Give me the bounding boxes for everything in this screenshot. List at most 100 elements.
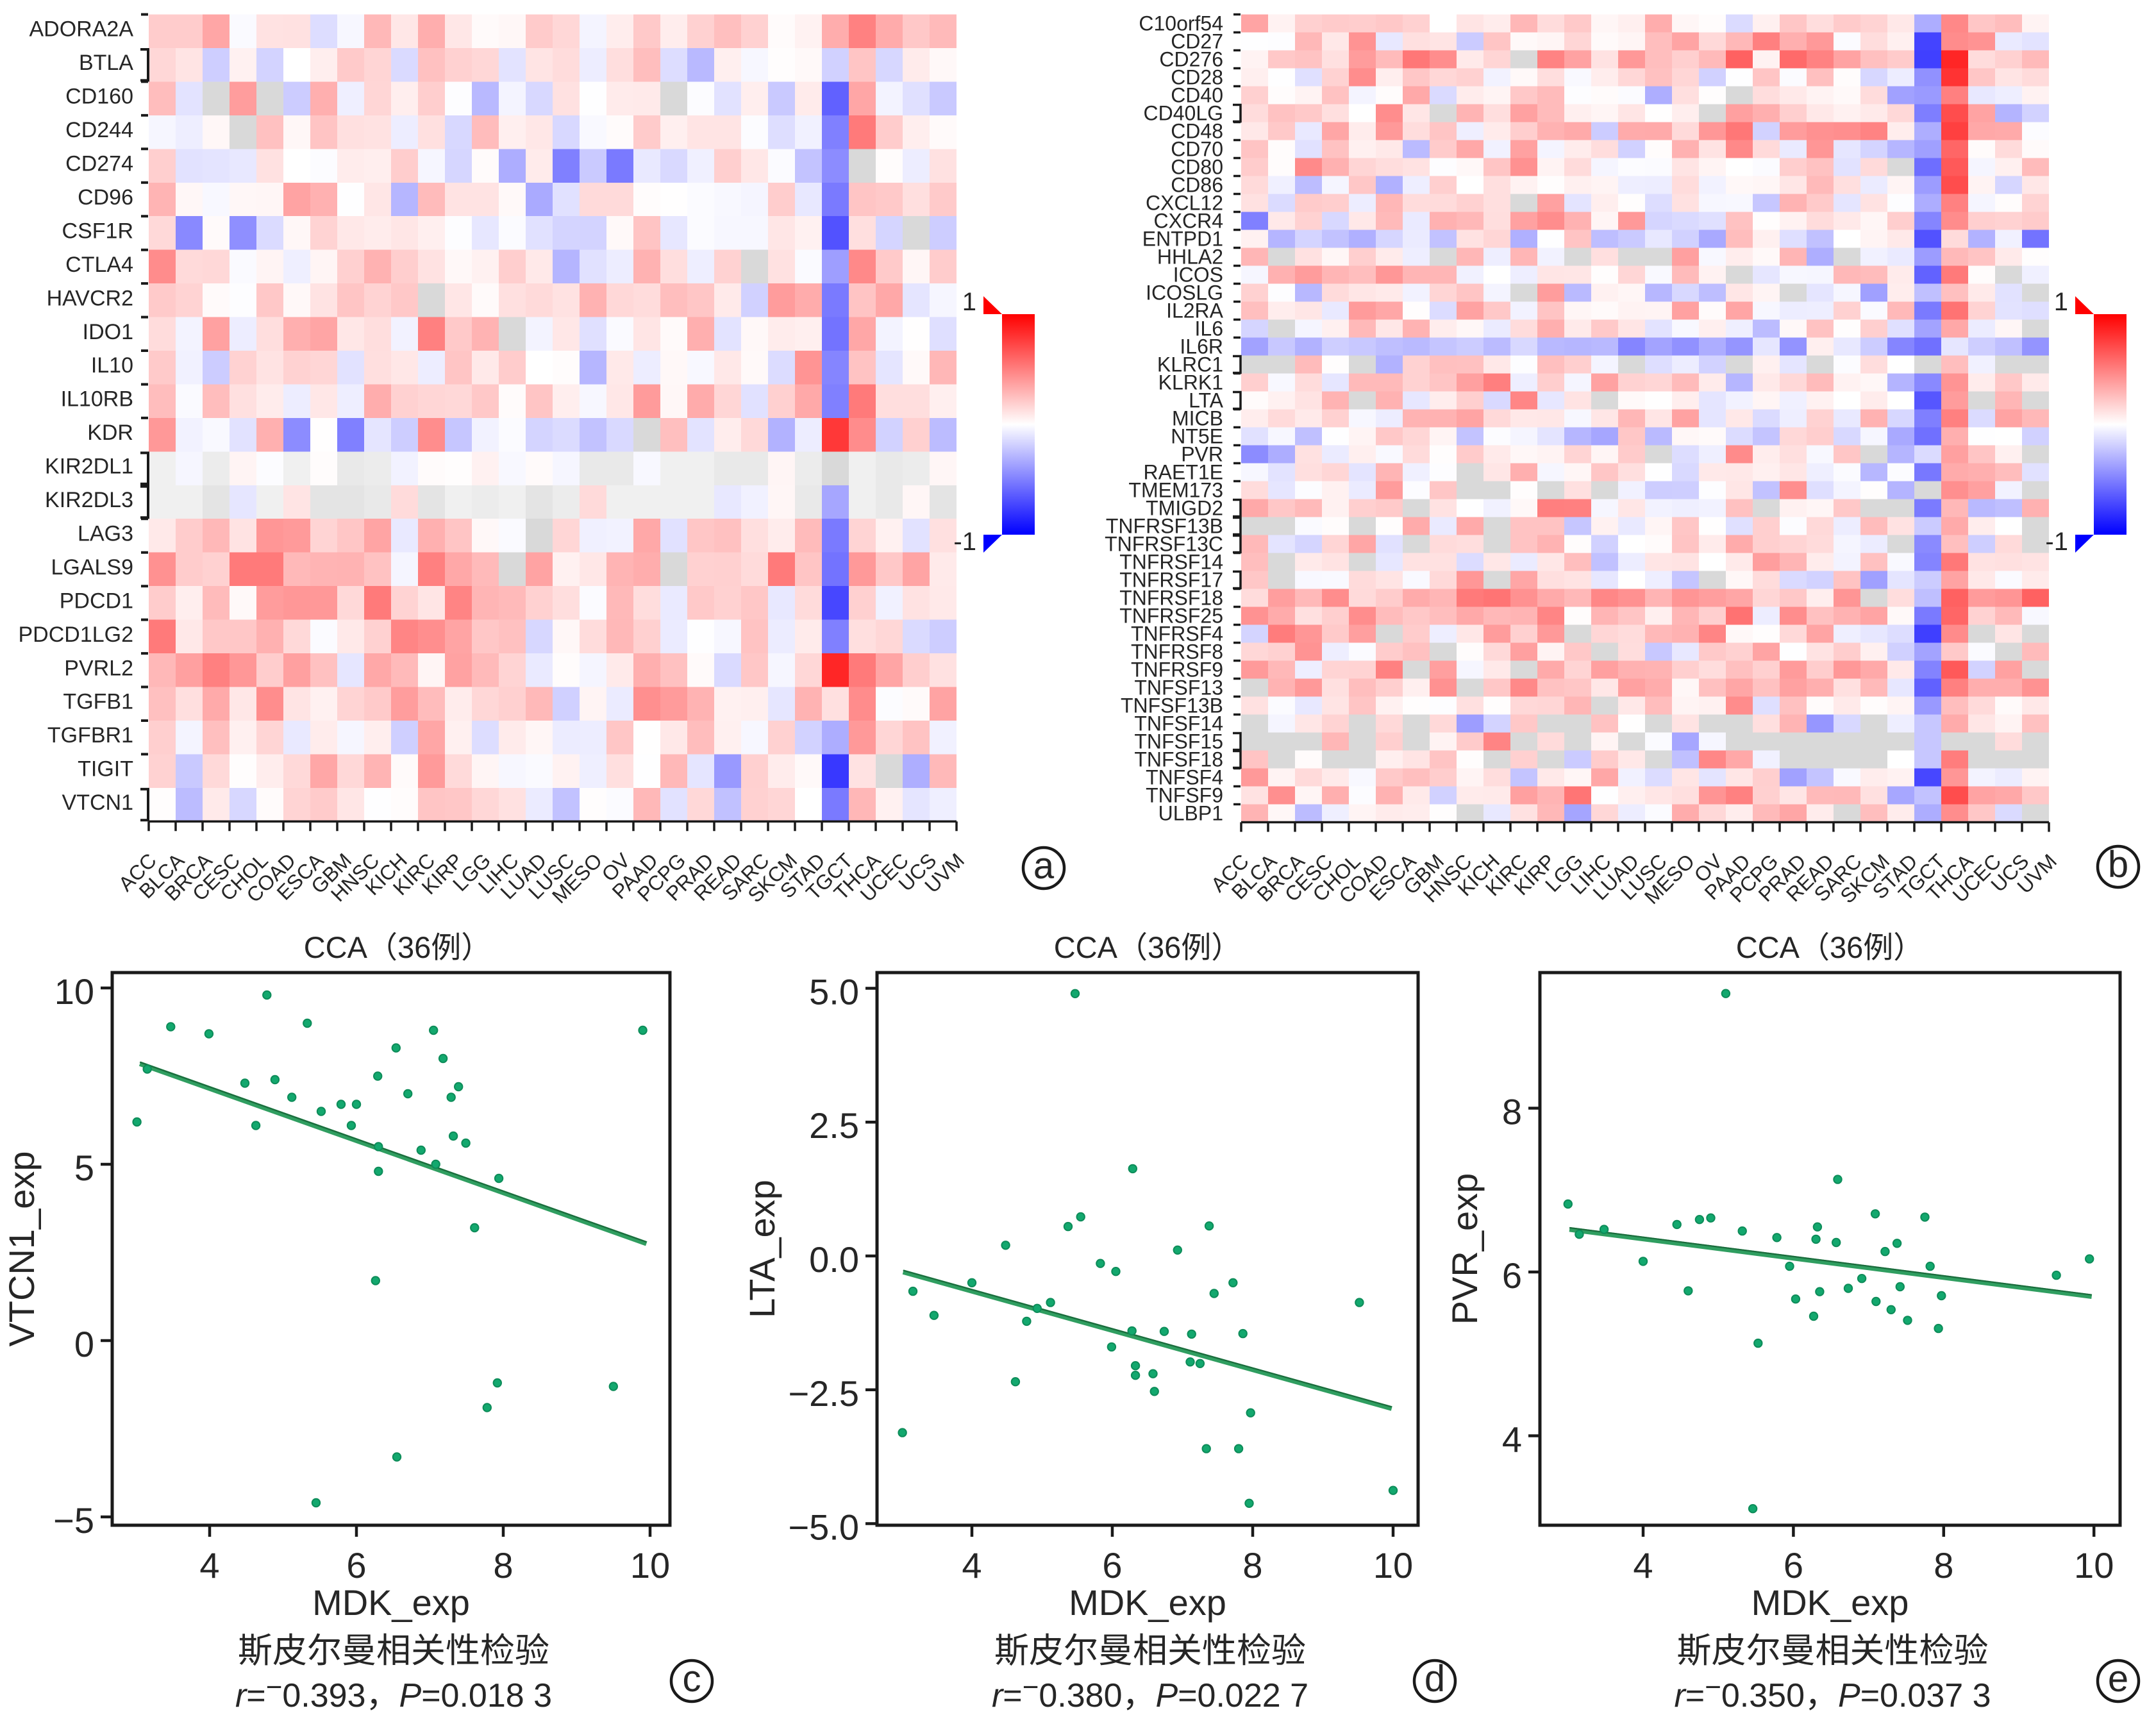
svg-text:−: − (266, 1671, 283, 1703)
svg-text:5.0: 5.0 (809, 972, 859, 1012)
svg-text:=0.037 3: =0.037 3 (1860, 1677, 1991, 1714)
svg-text:HHLA2: HHLA2 (1157, 246, 1223, 269)
svg-text:−: − (1705, 1671, 1721, 1703)
svg-text:IL6: IL6 (1195, 317, 1223, 340)
svg-text:PVR: PVR (1181, 443, 1223, 466)
svg-text:5: 5 (74, 1148, 94, 1188)
svg-text:b: b (2108, 844, 2128, 885)
svg-text:36: 36 (397, 930, 431, 964)
svg-text:ADORA2A: ADORA2A (29, 17, 134, 42)
svg-text:36: 36 (1148, 930, 1181, 964)
svg-text:10: 10 (630, 1545, 670, 1585)
svg-text:d: d (1425, 1658, 1445, 1700)
svg-text:8: 8 (1502, 1092, 1522, 1132)
svg-text:HAVCR2: HAVCR2 (47, 286, 133, 310)
svg-text:r: r (1675, 1677, 1687, 1714)
svg-text:0.393: 0.393 (282, 1677, 365, 1714)
svg-text:IL2RA: IL2RA (1166, 299, 1224, 322)
svg-text:BTLA: BTLA (79, 51, 133, 75)
svg-text:r: r (235, 1677, 248, 1714)
svg-text:=0.022 7: =0.022 7 (1178, 1677, 1308, 1714)
svg-text:CD276: CD276 (1159, 48, 1223, 71)
svg-text:PVRL2: PVRL2 (64, 656, 133, 680)
svg-text:CD86: CD86 (1171, 174, 1223, 197)
svg-text:TNFRSF9: TNFRSF9 (1131, 658, 1223, 682)
svg-text:TNFSF13B: TNFSF13B (1121, 694, 1223, 717)
svg-text:MDK_exp: MDK_exp (1751, 1582, 1909, 1623)
svg-text:VTCN1: VTCN1 (62, 791, 133, 815)
svg-text:CD160: CD160 (65, 85, 133, 109)
svg-text:6: 6 (1102, 1545, 1122, 1585)
svg-text:NT5E: NT5E (1171, 425, 1223, 448)
svg-text:CD96: CD96 (78, 185, 133, 210)
svg-text:8: 8 (493, 1545, 513, 1585)
svg-text:TNFSF14: TNFSF14 (1134, 712, 1223, 735)
svg-text:CD40: CD40 (1171, 84, 1223, 107)
svg-text:TNFRSF14: TNFRSF14 (1119, 551, 1223, 574)
svg-text:8: 8 (1934, 1545, 1953, 1585)
svg-text:PDCD1LG2: PDCD1LG2 (18, 623, 133, 647)
svg-text:0.380: 0.380 (1039, 1677, 1122, 1714)
svg-text:a: a (1033, 845, 1055, 887)
svg-text:CD274: CD274 (65, 152, 133, 176)
svg-text:CXCR4: CXCR4 (1154, 210, 1223, 233)
svg-text:P: P (1838, 1677, 1860, 1714)
svg-text:1: 1 (962, 288, 976, 316)
svg-text:IL6R: IL6R (1180, 335, 1223, 358)
svg-text:TNFRSF18: TNFRSF18 (1119, 587, 1223, 610)
svg-text:4: 4 (199, 1545, 219, 1585)
svg-text:ICOSLG: ICOSLG (1146, 281, 1223, 305)
svg-text:TNFSF18: TNFSF18 (1134, 748, 1223, 771)
svg-text:-1: -1 (953, 528, 976, 556)
svg-text:CD40LG: CD40LG (1144, 102, 1224, 125)
svg-text:TNFSF13: TNFSF13 (1134, 676, 1223, 699)
svg-text:=: = (1685, 1677, 1705, 1714)
svg-text:ENTPD1: ENTPD1 (1142, 228, 1223, 251)
svg-text:CXCL12: CXCL12 (1146, 192, 1223, 215)
svg-text:CD80: CD80 (1171, 156, 1223, 179)
svg-text:TGFBR1: TGFBR1 (47, 723, 133, 748)
svg-text:=: = (1003, 1677, 1022, 1714)
svg-text:r: r (992, 1677, 1005, 1714)
svg-text:0.350: 0.350 (1721, 1677, 1805, 1714)
svg-text:IDO1: IDO1 (83, 320, 133, 344)
svg-text:ICOS: ICOS (1173, 264, 1223, 287)
svg-text:=: = (246, 1677, 265, 1714)
svg-text:MICB: MICB (1172, 407, 1223, 430)
svg-text:P: P (1156, 1677, 1178, 1714)
svg-text:TNFRSF13C: TNFRSF13C (1105, 533, 1223, 556)
svg-text:6: 6 (346, 1545, 366, 1585)
svg-text:TGFB1: TGFB1 (63, 690, 133, 714)
svg-text:TNFSF4: TNFSF4 (1146, 766, 1223, 789)
svg-text:TIGIT: TIGIT (78, 757, 133, 782)
svg-text:=0.018 3: =0.018 3 (421, 1677, 552, 1714)
svg-text:36: 36 (1830, 930, 1863, 964)
svg-text:TNFSF15: TNFSF15 (1134, 730, 1223, 753)
svg-text:0: 0 (74, 1324, 94, 1364)
svg-text:-1: -1 (2045, 528, 2068, 556)
svg-text:CTLA4: CTLA4 (65, 253, 133, 277)
svg-text:6: 6 (1502, 1255, 1522, 1296)
svg-text:CD70: CD70 (1171, 138, 1223, 161)
svg-text:6: 6 (1784, 1545, 1803, 1585)
svg-text:IL10: IL10 (91, 353, 133, 378)
svg-text:C10orf54: C10orf54 (1139, 12, 1223, 35)
svg-text:10: 10 (1373, 1545, 1413, 1585)
svg-text:TMIGD2: TMIGD2 (1146, 497, 1223, 520)
svg-text:4: 4 (962, 1545, 982, 1585)
svg-text:e: e (2108, 1658, 2128, 1700)
svg-text:TNFRSF17: TNFRSF17 (1119, 569, 1223, 592)
svg-text:KDR: KDR (87, 421, 133, 445)
svg-text:TNFSF9: TNFSF9 (1146, 784, 1223, 807)
svg-text:−5.0: −5.0 (788, 1507, 859, 1548)
svg-text:CD27: CD27 (1171, 30, 1223, 53)
svg-text:MDK_exp: MDK_exp (1069, 1582, 1226, 1623)
svg-text:ULBP1: ULBP1 (1158, 802, 1223, 825)
svg-text:10: 10 (2074, 1545, 2114, 1585)
svg-text:CCA: CCA (1736, 930, 1800, 964)
svg-text:−: − (1023, 1671, 1039, 1703)
svg-text:2.5: 2.5 (809, 1105, 859, 1146)
svg-text:PVR_exp: PVR_exp (1444, 1173, 1485, 1325)
svg-text:KIR2DL1: KIR2DL1 (45, 455, 133, 479)
svg-text:RAET1E: RAET1E (1144, 461, 1223, 484)
